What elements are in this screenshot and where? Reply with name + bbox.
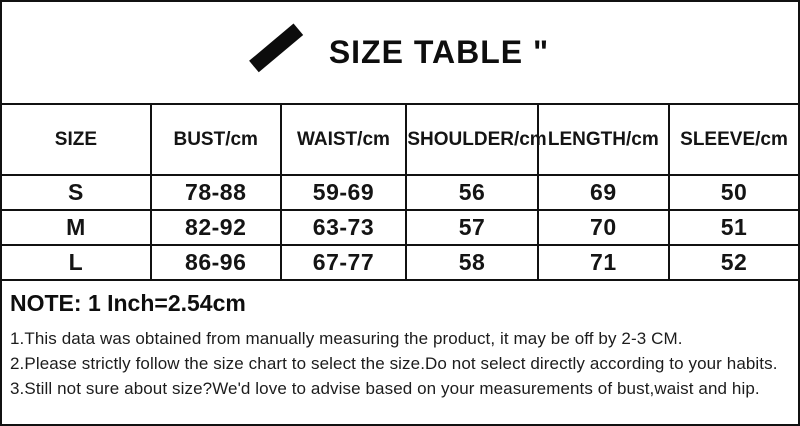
cell-waist: 67-77 bbox=[279, 244, 408, 281]
cell-bust: 78-88 bbox=[149, 174, 282, 211]
cell-bust: 86-96 bbox=[149, 244, 282, 281]
page-title: SIZE TABLE " bbox=[328, 34, 550, 70]
column-header-bust: BUST/cm bbox=[149, 103, 282, 176]
note-line-1: 1.This data was obtained from manually m… bbox=[10, 329, 683, 348]
table-header-row: SIZE BUST/cm WAIST/cm SHOULDER/cm LENGTH… bbox=[2, 103, 798, 176]
table-row-s: S 78-88 59-69 56 69 50 bbox=[2, 174, 798, 211]
cell-bust: 82-92 bbox=[149, 209, 282, 246]
cell-sleeve: 50 bbox=[668, 174, 798, 211]
column-header-sleeve: SLEEVE/cm bbox=[668, 103, 798, 176]
cell-length: 71 bbox=[536, 244, 671, 281]
table-row-l: L 86-96 67-77 58 71 52 bbox=[2, 244, 798, 281]
cell-waist: 63-73 bbox=[279, 209, 408, 246]
cell-size: M bbox=[2, 209, 152, 246]
cell-waist: 59-69 bbox=[279, 174, 408, 211]
title-bar: SIZE TABLE " bbox=[2, 2, 798, 103]
column-header-waist: WAIST/cm bbox=[279, 103, 408, 176]
column-header-size: SIZE bbox=[2, 103, 152, 176]
column-header-length: LENGTH/cm bbox=[536, 103, 671, 176]
column-header-shoulder: SHOULDER/cm bbox=[405, 103, 547, 176]
cell-shoulder: 56 bbox=[405, 174, 539, 211]
cell-sleeve: 52 bbox=[668, 244, 798, 281]
note-line-2: 2.Please strictly follow the size chart … bbox=[10, 354, 778, 373]
cell-sleeve: 51 bbox=[668, 209, 798, 246]
cell-size: S bbox=[2, 174, 152, 211]
size-table: SIZE BUST/cm WAIST/cm SHOULDER/cm LENGTH… bbox=[2, 103, 798, 281]
note-line-3: 3.Still not sure about size?We'd love to… bbox=[10, 379, 760, 398]
cell-size: L bbox=[2, 244, 152, 281]
notes-section: NOTE: 1 Inch=2.54cm 1.This data was obta… bbox=[2, 281, 798, 401]
note-heading: NOTE: 1 Inch=2.54cm bbox=[10, 290, 246, 316]
cell-shoulder: 58 bbox=[405, 244, 539, 281]
pen-stroke-icon bbox=[248, 23, 303, 73]
table-row-m: M 82-92 63-73 57 70 51 bbox=[2, 209, 798, 246]
cell-length: 69 bbox=[536, 174, 671, 211]
cell-shoulder: 57 bbox=[405, 209, 539, 246]
cell-length: 70 bbox=[536, 209, 671, 246]
